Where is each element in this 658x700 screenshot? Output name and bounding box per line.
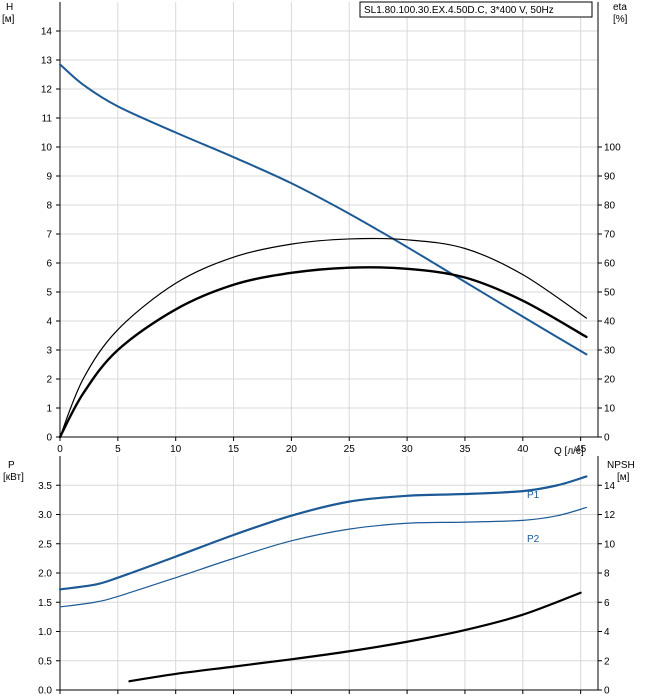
eta-axis-label: eta bbox=[613, 2, 627, 13]
qh-right-tick-label: 90 bbox=[604, 172, 616, 183]
qh-left-tick-label: 3 bbox=[46, 346, 52, 357]
qh-right-tick-label: 50 bbox=[604, 288, 616, 299]
qh-eta2-curve bbox=[58, 266, 588, 439]
npsh-axis-unit: [м] bbox=[617, 472, 630, 483]
qh-right-tick-label: 100 bbox=[604, 143, 621, 154]
power-left-tick-label: 0.5 bbox=[38, 656, 52, 667]
h-axis-label: H bbox=[6, 2, 13, 13]
power-left-tick-label: 2.5 bbox=[38, 539, 52, 550]
qh-left-tick-label: 0 bbox=[46, 433, 52, 444]
qh-eta1-curve bbox=[59, 237, 588, 438]
power-right-tick-label: 14 bbox=[604, 481, 616, 492]
qh-right-tick-label: 70 bbox=[604, 230, 616, 241]
power-left-tick-label: 3.5 bbox=[38, 481, 52, 492]
qh-x-tick-label: 15 bbox=[228, 444, 240, 455]
qh-right-tick-label: 40 bbox=[604, 317, 616, 328]
power-left-tick-label: 1.5 bbox=[38, 598, 52, 609]
power-left-tick-label: 0.0 bbox=[38, 686, 52, 697]
qh-x-tick-label: 40 bbox=[517, 444, 529, 455]
qh-grid bbox=[59, 2, 598, 438]
qh-left-tick-label: 9 bbox=[46, 172, 52, 183]
qh-right-tick-label: 60 bbox=[604, 259, 616, 270]
qh-left-tick-label: 8 bbox=[46, 201, 52, 212]
q-axis-label: Q [л/с] bbox=[554, 446, 584, 457]
qh-x-tick-label: 30 bbox=[402, 444, 414, 455]
qh-right-tick-label: 20 bbox=[604, 375, 616, 386]
power-left-tick-label: 2.0 bbox=[38, 569, 52, 580]
model-title: SL1.80.100.30.EX.4.50D.C, 3*400 V, 50Hz bbox=[364, 5, 554, 16]
power-right-tick-label: 10 bbox=[604, 539, 616, 550]
qh-left-tick-label: 6 bbox=[46, 259, 52, 270]
qh-right-tick-label: 80 bbox=[604, 201, 616, 212]
power-right-tick-label: 12 bbox=[604, 510, 616, 521]
qh-axes: 0123456789101112131401020304050607080901… bbox=[41, 2, 621, 455]
qh-right-tick-label: 30 bbox=[604, 346, 616, 357]
power-right-tick-label: 6 bbox=[604, 598, 610, 609]
qh-x-tick-label: 5 bbox=[115, 444, 121, 455]
qh-x-tick-label: 45 bbox=[575, 444, 587, 455]
qh-left-tick-label: 14 bbox=[41, 27, 53, 38]
qh-left-tick-label: 11 bbox=[42, 114, 53, 125]
power-p2-curve bbox=[59, 506, 588, 608]
power-right-tick-label: 4 bbox=[604, 627, 610, 638]
qh-right-tick-label: 10 bbox=[604, 404, 616, 415]
p1-series-label: P1 bbox=[527, 490, 540, 501]
power-axes: 0.0 0.5 1.0 1.5 2.0 2.5 3.0 3.5 0 2 4 6 8 10 12 14 bbox=[38, 456, 616, 697]
p-axis-unit: [кВт] bbox=[3, 472, 24, 483]
qh-x-tick-label: 35 bbox=[459, 444, 471, 455]
qh-left-tick-label: 1 bbox=[46, 404, 52, 415]
power-npsh-curve bbox=[128, 591, 582, 683]
qh-left-tick-label: 4 bbox=[46, 317, 52, 328]
qh-h-curve bbox=[59, 63, 588, 356]
qh-x-tick-label: 0 bbox=[57, 444, 63, 455]
qh-x-tick-label: 25 bbox=[344, 444, 356, 455]
power-right-tick-label: 8 bbox=[604, 569, 610, 580]
power-p1-curve bbox=[58, 475, 588, 591]
qh-left-tick-label: 12 bbox=[41, 85, 53, 96]
p-axis-label: P bbox=[8, 460, 15, 471]
qh-x-tick-label: 20 bbox=[286, 444, 298, 455]
power-series bbox=[58, 475, 588, 683]
npsh-axis-label: NPSH bbox=[607, 460, 635, 471]
qh-left-tick-label: 10 bbox=[41, 143, 53, 154]
qh-left-tick-label: 2 bbox=[46, 375, 52, 386]
power-left-tick-label: 3.0 bbox=[38, 510, 52, 521]
qh-x-tick-label: 10 bbox=[170, 444, 182, 455]
power-right-tick-label: 0 bbox=[604, 686, 610, 697]
qh-right-tick-label: 0 bbox=[604, 433, 610, 444]
p2-series-label: P2 bbox=[527, 534, 540, 545]
qh-left-tick-label: 7 bbox=[46, 230, 52, 241]
model-title-box bbox=[359, 1, 593, 18]
qh-left-tick-label: 13 bbox=[41, 56, 53, 67]
qh-series bbox=[58, 63, 588, 439]
power-left-tick-label: 1.0 bbox=[38, 627, 52, 638]
eta-axis-unit: [%] bbox=[613, 14, 628, 25]
power-right-tick-label: 2 bbox=[604, 656, 610, 667]
qh-left-tick-label: 5 bbox=[46, 288, 52, 299]
h-axis-unit: [м] bbox=[2, 14, 15, 25]
